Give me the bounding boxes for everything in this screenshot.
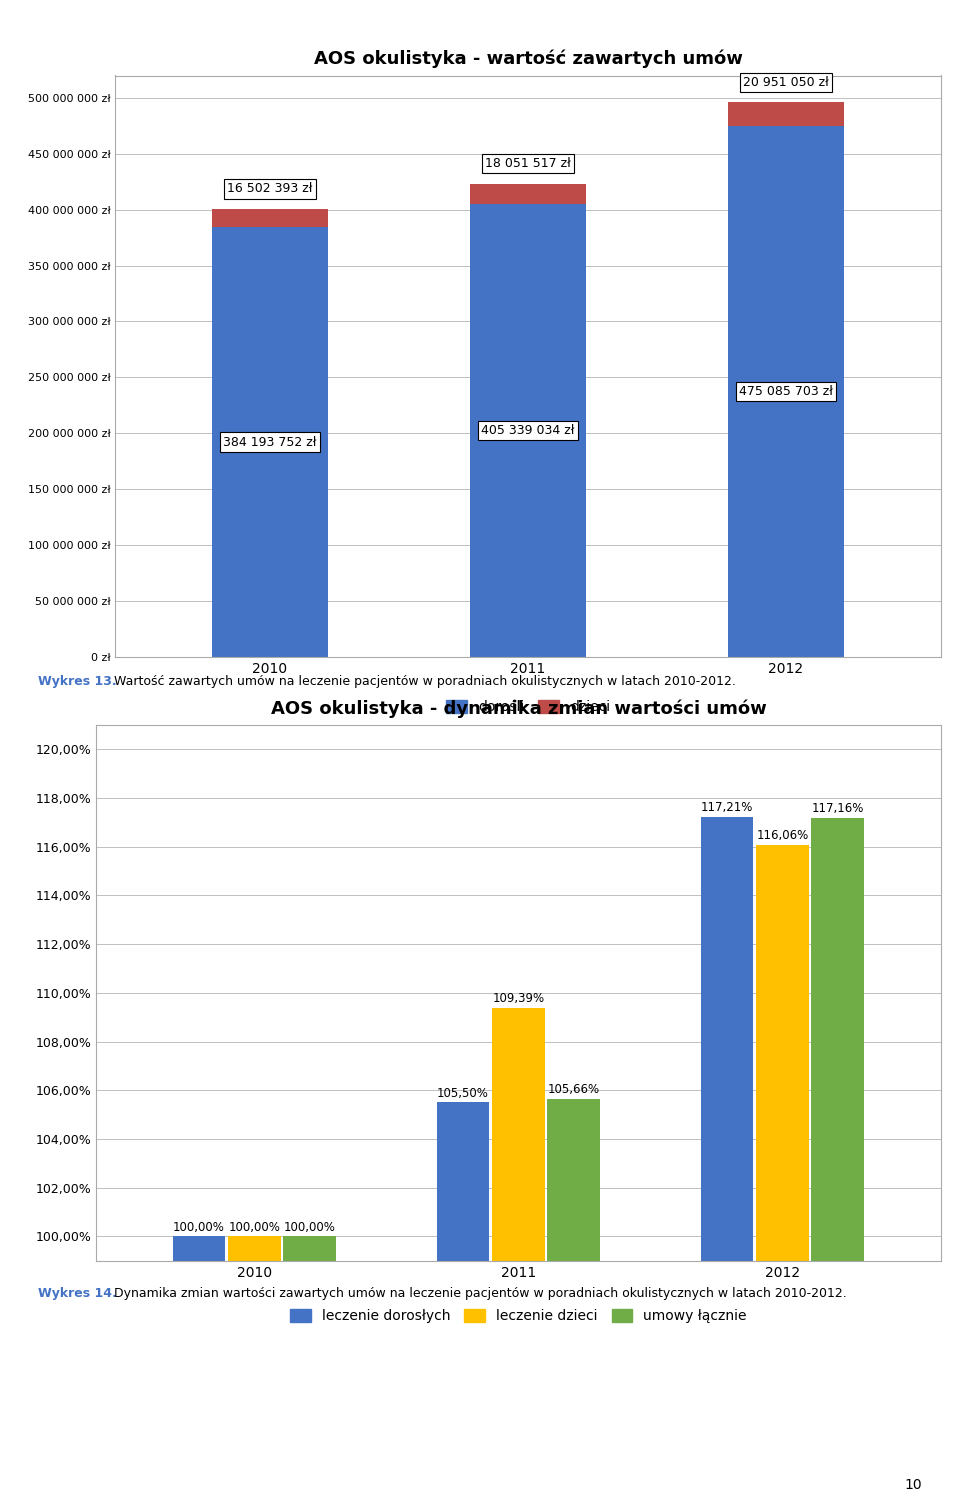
Text: 116,06%: 116,06% — [756, 829, 808, 843]
Bar — [437, 1102, 490, 1510]
Text: 10: 10 — [904, 1478, 922, 1492]
Legend: leczenie dorosłych, leczenie dzieci, umowy łącznie: leczenie dorosłych, leczenie dzieci, umo… — [284, 1303, 753, 1329]
Bar — [470, 204, 586, 657]
Text: 105,50%: 105,50% — [437, 1087, 489, 1099]
Text: Wartość zawartych umów na leczenie pacjentów w poradniach okulistycznych w latac: Wartość zawartych umów na leczenie pacje… — [110, 675, 736, 689]
Legend: dorośli, dzieci: dorośli, dzieci — [441, 695, 615, 720]
Text: 18 051 517 zł: 18 051 517 zł — [485, 157, 571, 171]
Text: Wykres 13.: Wykres 13. — [38, 675, 117, 689]
Text: 100,00%: 100,00% — [228, 1220, 280, 1234]
Bar — [728, 103, 844, 125]
Bar — [212, 228, 328, 657]
Bar — [811, 818, 864, 1510]
Title: AOS okulistyka - dynamika zmian wartości umów: AOS okulistyka - dynamika zmian wartości… — [271, 699, 766, 717]
Bar — [228, 1237, 280, 1510]
Text: 109,39%: 109,39% — [492, 992, 544, 1004]
Text: 117,16%: 117,16% — [811, 802, 864, 815]
Text: 117,21%: 117,21% — [701, 802, 754, 814]
Bar — [756, 846, 808, 1510]
Bar — [728, 125, 844, 657]
Bar — [547, 1099, 600, 1510]
Bar — [173, 1237, 226, 1510]
Bar — [212, 208, 328, 228]
Text: 384 193 752 zł: 384 193 752 zł — [224, 435, 317, 448]
Text: 105,66%: 105,66% — [548, 1083, 600, 1096]
Bar — [470, 184, 586, 204]
Text: 475 085 703 zł: 475 085 703 zł — [739, 385, 833, 397]
Text: 100,00%: 100,00% — [173, 1220, 225, 1234]
Text: 100,00%: 100,00% — [284, 1220, 336, 1234]
Text: 16 502 393 zł: 16 502 393 zł — [228, 183, 313, 195]
Bar — [283, 1237, 336, 1510]
Bar — [492, 1007, 545, 1510]
Text: Dynamika zmian wartości zawartych umów na leczenie pacjentów w poradniach okulis: Dynamika zmian wartości zawartych umów n… — [110, 1287, 847, 1300]
Text: 405 339 034 zł: 405 339 034 zł — [481, 424, 575, 436]
Text: Wykres 14.: Wykres 14. — [38, 1287, 117, 1300]
Title: AOS okulistyka - wartość zawartych umów: AOS okulistyka - wartość zawartych umów — [314, 50, 742, 68]
Bar — [701, 817, 754, 1510]
Text: 20 951 050 zł: 20 951 050 zł — [743, 76, 828, 89]
